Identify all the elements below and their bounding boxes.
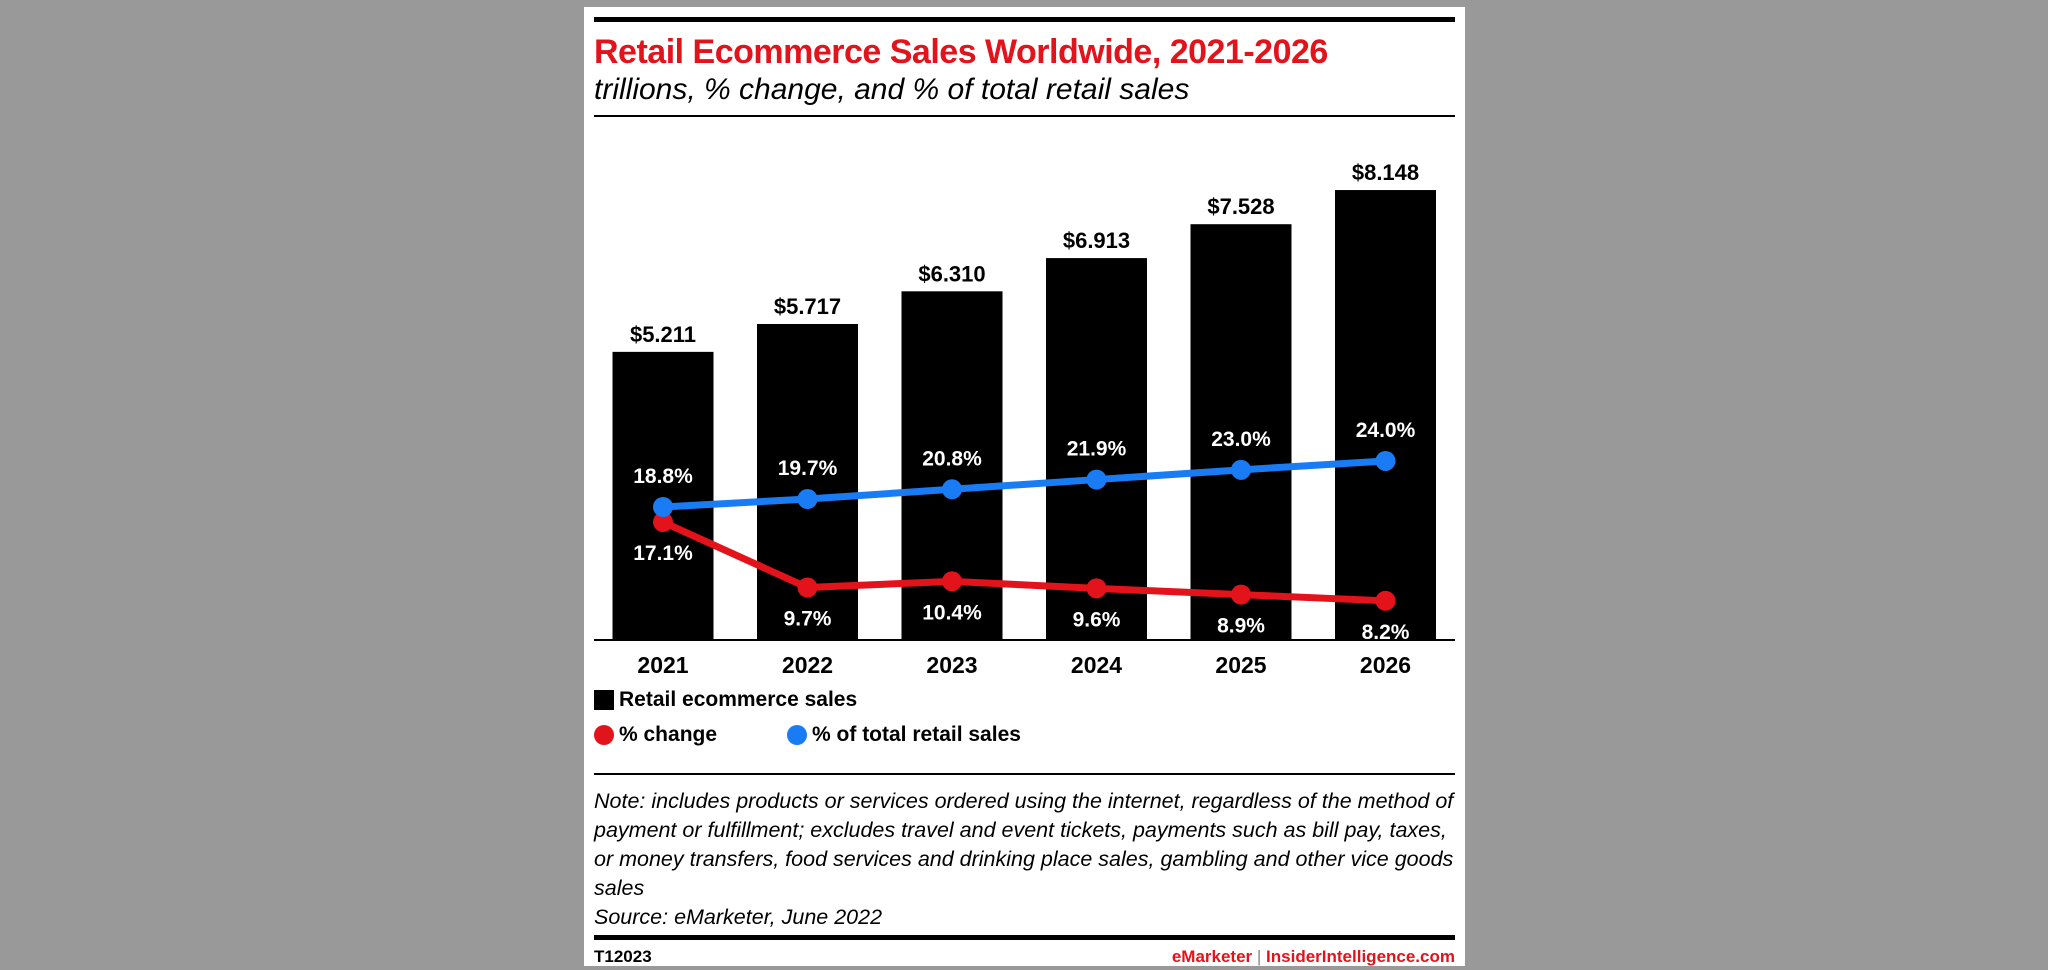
change-line (661, 518, 1386, 605)
chart-title: Retail Ecommerce Sales Worldwide, 2021-2… (594, 33, 1328, 71)
chart-plot: $5.211 2021 $5.717 2022 $6.310 2023 $6.913 2024… (594, 160, 1455, 678)
share-point-2025 (1231, 459, 1251, 480)
share-point-2021 (653, 497, 673, 517)
bar-label-2022: $5.717 (774, 294, 841, 319)
brand-emarketer: eMarketer (1171, 947, 1253, 966)
footer-brand: eMarketer | InsiderIntelligence.com (1172, 947, 1455, 967)
share-point-2024 (1086, 469, 1107, 490)
change-point-2023 (942, 571, 962, 592)
bar-label-2023: $6.310 (918, 261, 985, 286)
change-label-2024: 9.6% (1073, 608, 1121, 631)
legend-label-bar: Retail ecommerce sales (619, 688, 858, 711)
chart-id: T12023 (594, 947, 652, 966)
change-point-2024 (1086, 578, 1107, 599)
bottom-rule (594, 935, 1455, 940)
legend-swatch-change (594, 725, 614, 745)
title-rule (594, 115, 1455, 117)
top-rule (594, 17, 1455, 22)
change-label-2021: 17.1% (633, 542, 693, 565)
bar-2024 (1046, 258, 1147, 639)
bar-label-2026: $8.148 (1352, 160, 1419, 185)
change-label-2022: 9.7% (784, 608, 832, 631)
share-point-2022 (797, 489, 818, 510)
chart-subtitle: trillions, % change, and % of total reta… (594, 73, 1190, 106)
brand-site[interactable]: InsiderIntelligence.com (1266, 947, 1455, 966)
legend-bar: Retail ecommerce sales (594, 688, 857, 712)
share-label-2021: 18.8% (633, 465, 693, 488)
change-point-2021 (653, 512, 673, 533)
bar-label-2021: $5.211 (630, 322, 696, 347)
note-text: Note: includes products or services orde… (594, 789, 1454, 900)
note-rule (594, 773, 1455, 775)
x-tick-2022: 2022 (782, 652, 833, 678)
note-block: Note: includes products or services orde… (594, 787, 1454, 932)
chart-card: Retail Ecommerce Sales Worldwide, 2021-2… (584, 7, 1465, 966)
change-label-2025: 8.9% (1217, 615, 1265, 638)
share-label-2025: 23.0% (1211, 428, 1271, 451)
change-label-2026: 8.2% (1362, 621, 1410, 644)
share-label-2026: 24.0% (1356, 419, 1416, 442)
x-tick-2024: 2024 (1071, 652, 1122, 678)
legend-swatch-bar (594, 690, 614, 710)
bar-2026 (1335, 190, 1436, 639)
share-label-2023: 20.8% (922, 447, 982, 470)
x-tick-2026: 2026 (1360, 652, 1411, 678)
bar-2021 (612, 351, 714, 639)
change-point-2025 (1231, 584, 1251, 605)
x-tick-2023: 2023 (926, 652, 977, 678)
legend-label-share: % of total retail sales (812, 723, 1021, 746)
legend-label-change: % change (619, 723, 718, 746)
x-tick-2021: 2021 (637, 652, 688, 678)
bar-label-2025: $7.528 (1207, 194, 1274, 219)
share-label-2022: 19.7% (778, 457, 838, 480)
legend-lines: % change % of total retail sales (594, 723, 1021, 747)
share-point-2023 (942, 479, 962, 500)
source-text: Source: eMarketer, June 2022 (594, 905, 883, 929)
bar-2025 (1190, 224, 1292, 639)
legend-swatch-share (787, 725, 808, 745)
change-label-2023: 10.4% (922, 601, 982, 624)
brand-separator: | (1256, 947, 1262, 966)
change-point-2022 (797, 577, 818, 598)
share-label-2024: 21.9% (1067, 438, 1127, 461)
change-point-2026 (1375, 590, 1396, 611)
share-line (662, 457, 1386, 511)
bar-label-2024: $6.913 (1063, 228, 1130, 253)
share-point-2026 (1375, 450, 1396, 471)
x-tick-2025: 2025 (1215, 652, 1266, 678)
